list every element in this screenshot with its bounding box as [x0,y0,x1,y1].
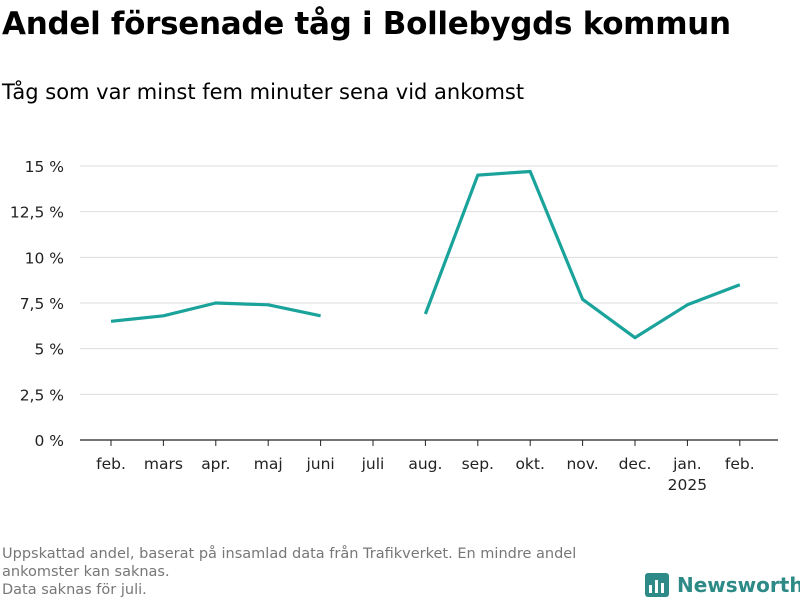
x-tick-label: feb. [725,455,755,473]
x-tick-label: sep. [462,455,494,473]
newsworthy-logo[interactable]: Newsworthy [645,570,800,600]
y-tick-label: 12,5 % [10,204,64,222]
line-chart: 0 %2,5 %5 %7,5 %10 %12,5 %15 % feb. mars a… [10,158,778,494]
x-axis: feb. mars apr. maj juni juli aug. sep. okt. nov. d… [80,439,778,494]
x-tick-label: maj [254,455,283,473]
y-tick-label: 0 % [34,432,64,450]
gridlines [80,165,778,395]
newsworthy-logo-icon [645,573,669,597]
brand-name: Newsworthy [677,573,800,597]
series-line [110,301,321,323]
y-axis: 0 % 2,5 % 5 % 7,5 % 10 % 12,5 % 15 % [10,158,64,450]
series-layer [110,169,741,340]
x-tick-label: aug. [408,455,442,473]
footnote: Uppskattad andel, baserat på insamlad da… [2,545,642,599]
y-tick-label: 10 % [25,249,64,267]
x-tick-label: nov. [566,455,598,473]
chart-subtitle: Tåg som var minst fem minuter sena vid a… [2,80,525,104]
y-tick-label: 5 % [34,341,64,359]
footnote-line-3: Data saknas för juli. [2,582,147,598]
y-tick-label: 7,5 % [20,295,64,313]
x-tick-label: juni [305,455,334,473]
x-tick-label: apr. [201,455,230,473]
x-tick-label: mars [144,455,183,473]
footnote-line-2: ankomster kan saknas. [2,564,170,580]
series-line [423,169,741,340]
x-tick-label: juli [361,455,385,473]
footnote-line-1: Uppskattad andel, baserat på insamlad da… [2,546,577,562]
x-tick-label: okt. [515,455,544,473]
x-tick-label: dec. [619,455,652,473]
y-tick-label: 15 % [25,158,64,176]
chart-title: Andel försenade tåg i Bollebygds kommun [2,6,731,42]
x-tick-label: jan. [672,455,702,473]
x-tick-sublabel: 2025 [668,476,707,494]
x-tick-label: feb. [96,455,126,473]
y-tick-label: 2,5 % [20,386,64,404]
